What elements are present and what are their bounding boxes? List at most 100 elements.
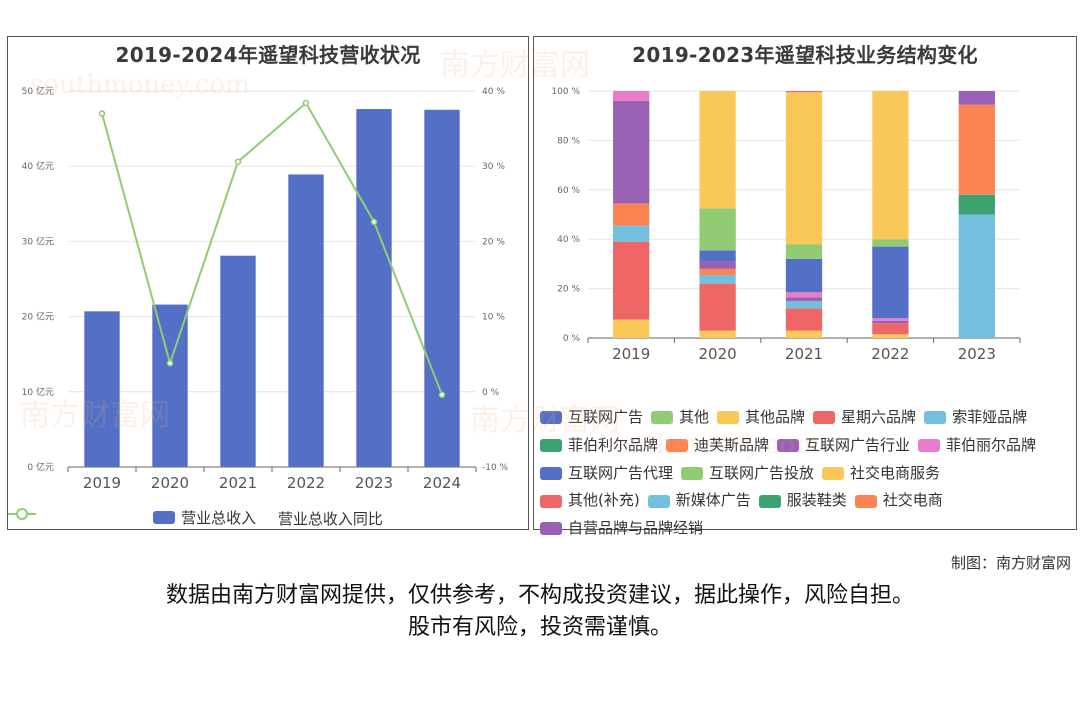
x-tick-label: 2023 (355, 474, 393, 492)
legend-item[interactable]: 索菲娅品牌 (924, 405, 1027, 431)
revenue-bar (356, 109, 392, 467)
stacked-segment (958, 104, 995, 195)
stacked-segment (613, 203, 650, 226)
x-tick-label: 2021 (785, 345, 823, 363)
y-tick-label: 40 % (557, 235, 580, 245)
legend-item[interactable]: 服装鞋类 (758, 488, 847, 514)
x-tick-label: 2023 (958, 345, 996, 363)
x-tick-label: 2022 (287, 474, 325, 492)
stacked-segment (613, 241, 650, 320)
legend-item[interactable]: 社交电商服务 (822, 461, 940, 487)
stacked-segment (613, 319, 650, 338)
legend-item[interactable]: 其他 (651, 405, 709, 431)
legend-label: 服装鞋类 (786, 491, 847, 510)
y-tick-label: 30 亿元 (22, 235, 54, 247)
legend-item[interactable]: 星期六品牌 (813, 405, 916, 431)
stacked-segment (872, 320, 909, 324)
legend-label: 互联网广告 (568, 408, 644, 426)
revenue-yoy-point (98, 110, 106, 117)
legend-label: 其他品牌 (745, 408, 806, 426)
stacked-segment (613, 91, 650, 101)
legend-item[interactable]: 互联网广告代理 (540, 461, 673, 487)
legend-item[interactable]: 迪芙斯品牌 (666, 433, 769, 459)
revenue-bar (288, 174, 324, 468)
x-tick-label: 2021 (219, 474, 257, 492)
legend-label: 菲伯丽尔品牌 (946, 435, 1037, 454)
legend-row: 自营品牌与品牌经销 (540, 516, 1076, 544)
y-tick-label: 50 亿元 (22, 85, 54, 97)
legend-item-revenue[interactable]: 营业总收入 (153, 507, 256, 528)
y2-tick-label: 30 % (482, 162, 505, 172)
legend-swatch (777, 439, 800, 452)
stacked-segment (785, 91, 823, 93)
stacked-segment (699, 268, 736, 276)
legend-item[interactable]: 菲伯丽尔品牌 (918, 433, 1036, 459)
y2-tick-label: -10 % (482, 463, 509, 473)
revenue-chart-svg: 0 亿元 10 亿元 20 亿元 30 亿元 40 亿元 50 亿元 -10 % 0 % 10 … (22, 85, 509, 492)
stacked-segment (872, 318, 909, 321)
legend-label-revenue: 营业总收入 (181, 509, 257, 527)
disclaimer-line-2: 股市有风险，投资需谨慎。 (407, 615, 672, 640)
x-tick-label: 2022 (871, 345, 909, 363)
x-tick-label: 2024 (423, 474, 461, 492)
legend-swatch (822, 466, 845, 480)
y-tick-label: 40 亿元 (22, 160, 54, 172)
stacked-segment (699, 91, 736, 209)
stacked-segment (872, 246, 909, 319)
legend-item[interactable]: 其他(补充) (540, 488, 640, 514)
legend-row: 互联网广告代理 互联网广告投放 社交电商服务 (540, 461, 1076, 489)
legend-row: 菲伯利尔品牌 迪芙斯品牌 互联网广告行业 菲伯丽尔品牌 (540, 433, 1076, 461)
y-tick-label: 0 % (563, 334, 581, 344)
x-tick-label: 2020 (151, 474, 189, 492)
legend-label: 其他(补充) (568, 491, 640, 510)
legend-item[interactable]: 菲伯利尔品牌 (540, 433, 658, 459)
legend-swatch-line (8, 508, 36, 520)
y2-tick-label: 20 % (482, 237, 505, 247)
legend-swatch (681, 466, 704, 480)
legend-swatch (717, 411, 740, 425)
stacked-segment (785, 300, 823, 309)
legend-item[interactable]: 自营品牌与品牌经销 (540, 516, 703, 542)
legend-swatch (540, 466, 562, 480)
stacked-segment (699, 275, 736, 284)
revenue-bar (84, 311, 120, 467)
legend-item[interactable]: 互联网广告 (540, 405, 643, 431)
stacked-segment (958, 214, 995, 338)
stacked-segment (958, 194, 995, 215)
legend-item[interactable]: 其他品牌 (717, 405, 805, 431)
legend-swatch-bar (153, 511, 176, 524)
stacked-segment (699, 330, 736, 338)
legend-item-revenue-yoy[interactable]: 营业总收入同比 (8, 508, 383, 529)
stacked-segment (958, 91, 995, 105)
revenue-chart-panel: 2019-2024年遥望科技营收状况 0 亿元 10 亿元 20 亿元 30 亿元 40… (7, 36, 529, 530)
legend-swatch (758, 494, 781, 508)
x-tick-label: 2019 (612, 345, 650, 363)
legend-item[interactable]: 社交电商 (854, 488, 943, 514)
legend-swatch (540, 522, 562, 536)
legend-label: 星期六品牌 (841, 408, 917, 426)
revenue-bar (220, 255, 256, 467)
stacked-segment (613, 100, 650, 204)
legend-label: 互联网广告行业 (805, 435, 911, 454)
y2-tick-label: 10 % (482, 313, 505, 323)
legend-swatch (540, 439, 562, 452)
y-tick-label: 80 % (557, 136, 580, 146)
y-tick-label: 20 亿元 (22, 311, 54, 323)
legend-label: 迪芙斯品牌 (694, 435, 770, 454)
legend-swatch (666, 439, 689, 452)
legend-item[interactable]: 互联网广告投放 (681, 461, 814, 487)
stacked-segment (785, 308, 823, 331)
business-structure-title: 2019-2023年遥望科技业务结构变化 (632, 43, 978, 67)
legend-item[interactable]: 新媒体广告 (647, 488, 751, 514)
business-structure-legend: 互联网广告 其他 其他品牌 星期六品牌 索菲娅品牌 菲伯利尔品牌 迪芙斯品牌 互联网广告行业菲… (540, 405, 1076, 544)
legend-swatch (924, 411, 947, 425)
legend-swatch (651, 411, 674, 425)
revenue-yoy-point (166, 359, 174, 367)
y2-tick-label: 0 % (482, 388, 500, 398)
stacked-segment (785, 92, 823, 245)
stacked-segment (699, 283, 736, 331)
stacked-segment (872, 334, 909, 338)
legend-item[interactable]: 互联网广告行业 (777, 433, 910, 459)
y-tick-label: 10 亿元 (22, 386, 54, 398)
legend-swatch (647, 494, 670, 508)
